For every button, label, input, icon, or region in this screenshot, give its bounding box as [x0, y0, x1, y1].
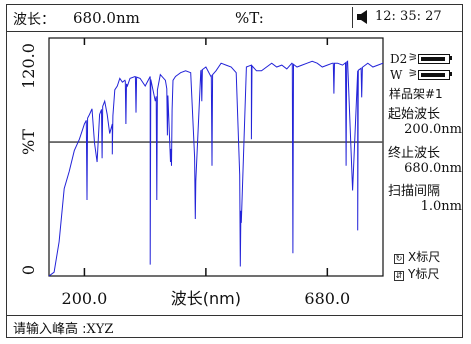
x-scale-icon: ↻ — [394, 254, 404, 264]
x-scale-button[interactable]: ↻ X标尺 — [394, 248, 440, 265]
x-tick-label: 200.0 — [62, 289, 108, 308]
prompt-label: 请输入峰高 : — [13, 322, 87, 337]
wavelength-value: 680.0nm — [73, 9, 140, 27]
y-scale-label: Y标尺 — [408, 267, 440, 281]
y-tick-label: 120.0 — [19, 43, 38, 89]
clock-area: 12: 35: 27 — [352, 7, 461, 28]
clock: 12: 35: 27 — [375, 9, 442, 24]
y-scale-button[interactable]: ⇵ Y标尺 — [394, 265, 439, 282]
x-axis-label: 波长(nm) — [171, 289, 241, 308]
wavelength-label: 波长： — [13, 12, 55, 28]
input-prompt-bar: 请输入峰高 :XYZ — [7, 315, 462, 337]
lamp-d2-level-icon — [418, 54, 450, 64]
start-wavelength-value: 200.0nm — [404, 122, 462, 137]
plot-frame — [48, 37, 384, 277]
end-wavelength-value: 680.0nm — [404, 161, 462, 176]
start-wavelength-label: 起始波长 — [388, 107, 441, 122]
sample-holder: 样品架#1 — [389, 87, 443, 101]
lamp-w-indicator-icon: ⚞ — [408, 67, 418, 80]
scan-interval-label: 扫描间隔 — [388, 184, 441, 199]
spectrum-chart: 200.0 680.0 波长(nm) 0 120.0 %T — [19, 37, 384, 308]
status-bar: 波长： 680.0nm %T: 12: 35: 27 — [7, 5, 462, 32]
y-tick-label: 0 — [19, 265, 38, 275]
x-scale-label: X标尺 — [408, 250, 441, 264]
peak-height-prompt[interactable]: 请输入峰高 :XYZ — [13, 318, 113, 337]
transmittance-label: %T: — [235, 9, 264, 27]
prompt-value[interactable]: XYZ — [86, 322, 114, 337]
x-tick-label: 680.0 — [304, 289, 350, 308]
y-scale-icon: ⇵ — [394, 271, 404, 281]
lamp-w-label: W — [390, 68, 403, 82]
lamp-d2-label: D2 — [390, 52, 408, 66]
end-wavelength-label: 终止波长 — [388, 146, 441, 161]
scan-interval-value: 1.0nm — [420, 199, 462, 214]
speaker-icon — [357, 10, 367, 24]
lamp-w-level-icon — [418, 70, 450, 80]
lamp-d2-indicator-icon: ⚞ — [408, 51, 418, 64]
spectrum-line — [48, 60, 384, 277]
instrument-screen: 波长： 680.0nm %T: 12: 35: 27 200.0 680.0 波长(… — [6, 4, 463, 338]
y-axis-label: %T — [19, 129, 38, 155]
